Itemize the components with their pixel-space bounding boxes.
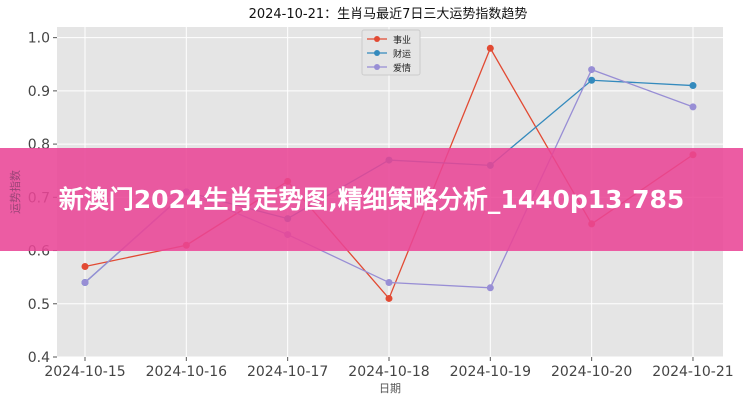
y-tick-label: 0.4 [28,350,50,366]
data-point [486,284,494,292]
data-point [588,76,596,84]
legend-label: 事业 [393,34,411,46]
y-tick-label: 1.0 [28,31,50,47]
data-point [486,44,494,52]
x-tick-label: 2024-10-21 [652,364,733,380]
chart-title: 2024-10-21：生肖马最近7日三大运势指数趋势 [249,6,528,22]
x-axis-label: 日期 [379,382,401,395]
data-point [588,66,596,74]
banner-text: 新澳门2024生肖走势图,精细策略分析_1440p13.785 [58,185,685,214]
data-point [689,82,697,90]
legend-label: 财运 [393,48,411,60]
data-point [689,103,697,111]
x-tick-label: 2024-10-18 [348,364,429,380]
legend-marker [374,36,380,42]
y-tick-label: 0.9 [28,84,50,100]
legend-marker [374,64,380,70]
y-tick-label: 0.5 [28,297,50,313]
data-point [81,263,89,271]
data-point [81,278,89,286]
x-tick-label: 2024-10-20 [551,364,632,380]
x-tick-label: 2024-10-16 [146,364,227,380]
overlay-banner: 新澳门2024生肖走势图,精细策略分析_1440p13.785 [0,148,743,251]
x-tick-label: 2024-10-19 [450,364,531,380]
x-tick-label: 2024-10-15 [44,364,125,380]
legend-label: 爱情 [393,62,411,74]
data-point [385,278,393,286]
y-axis-label: 运势指数 [9,170,22,214]
x-tick-label: 2024-10-17 [247,364,328,380]
legend-marker [374,50,380,56]
data-point [385,294,393,302]
